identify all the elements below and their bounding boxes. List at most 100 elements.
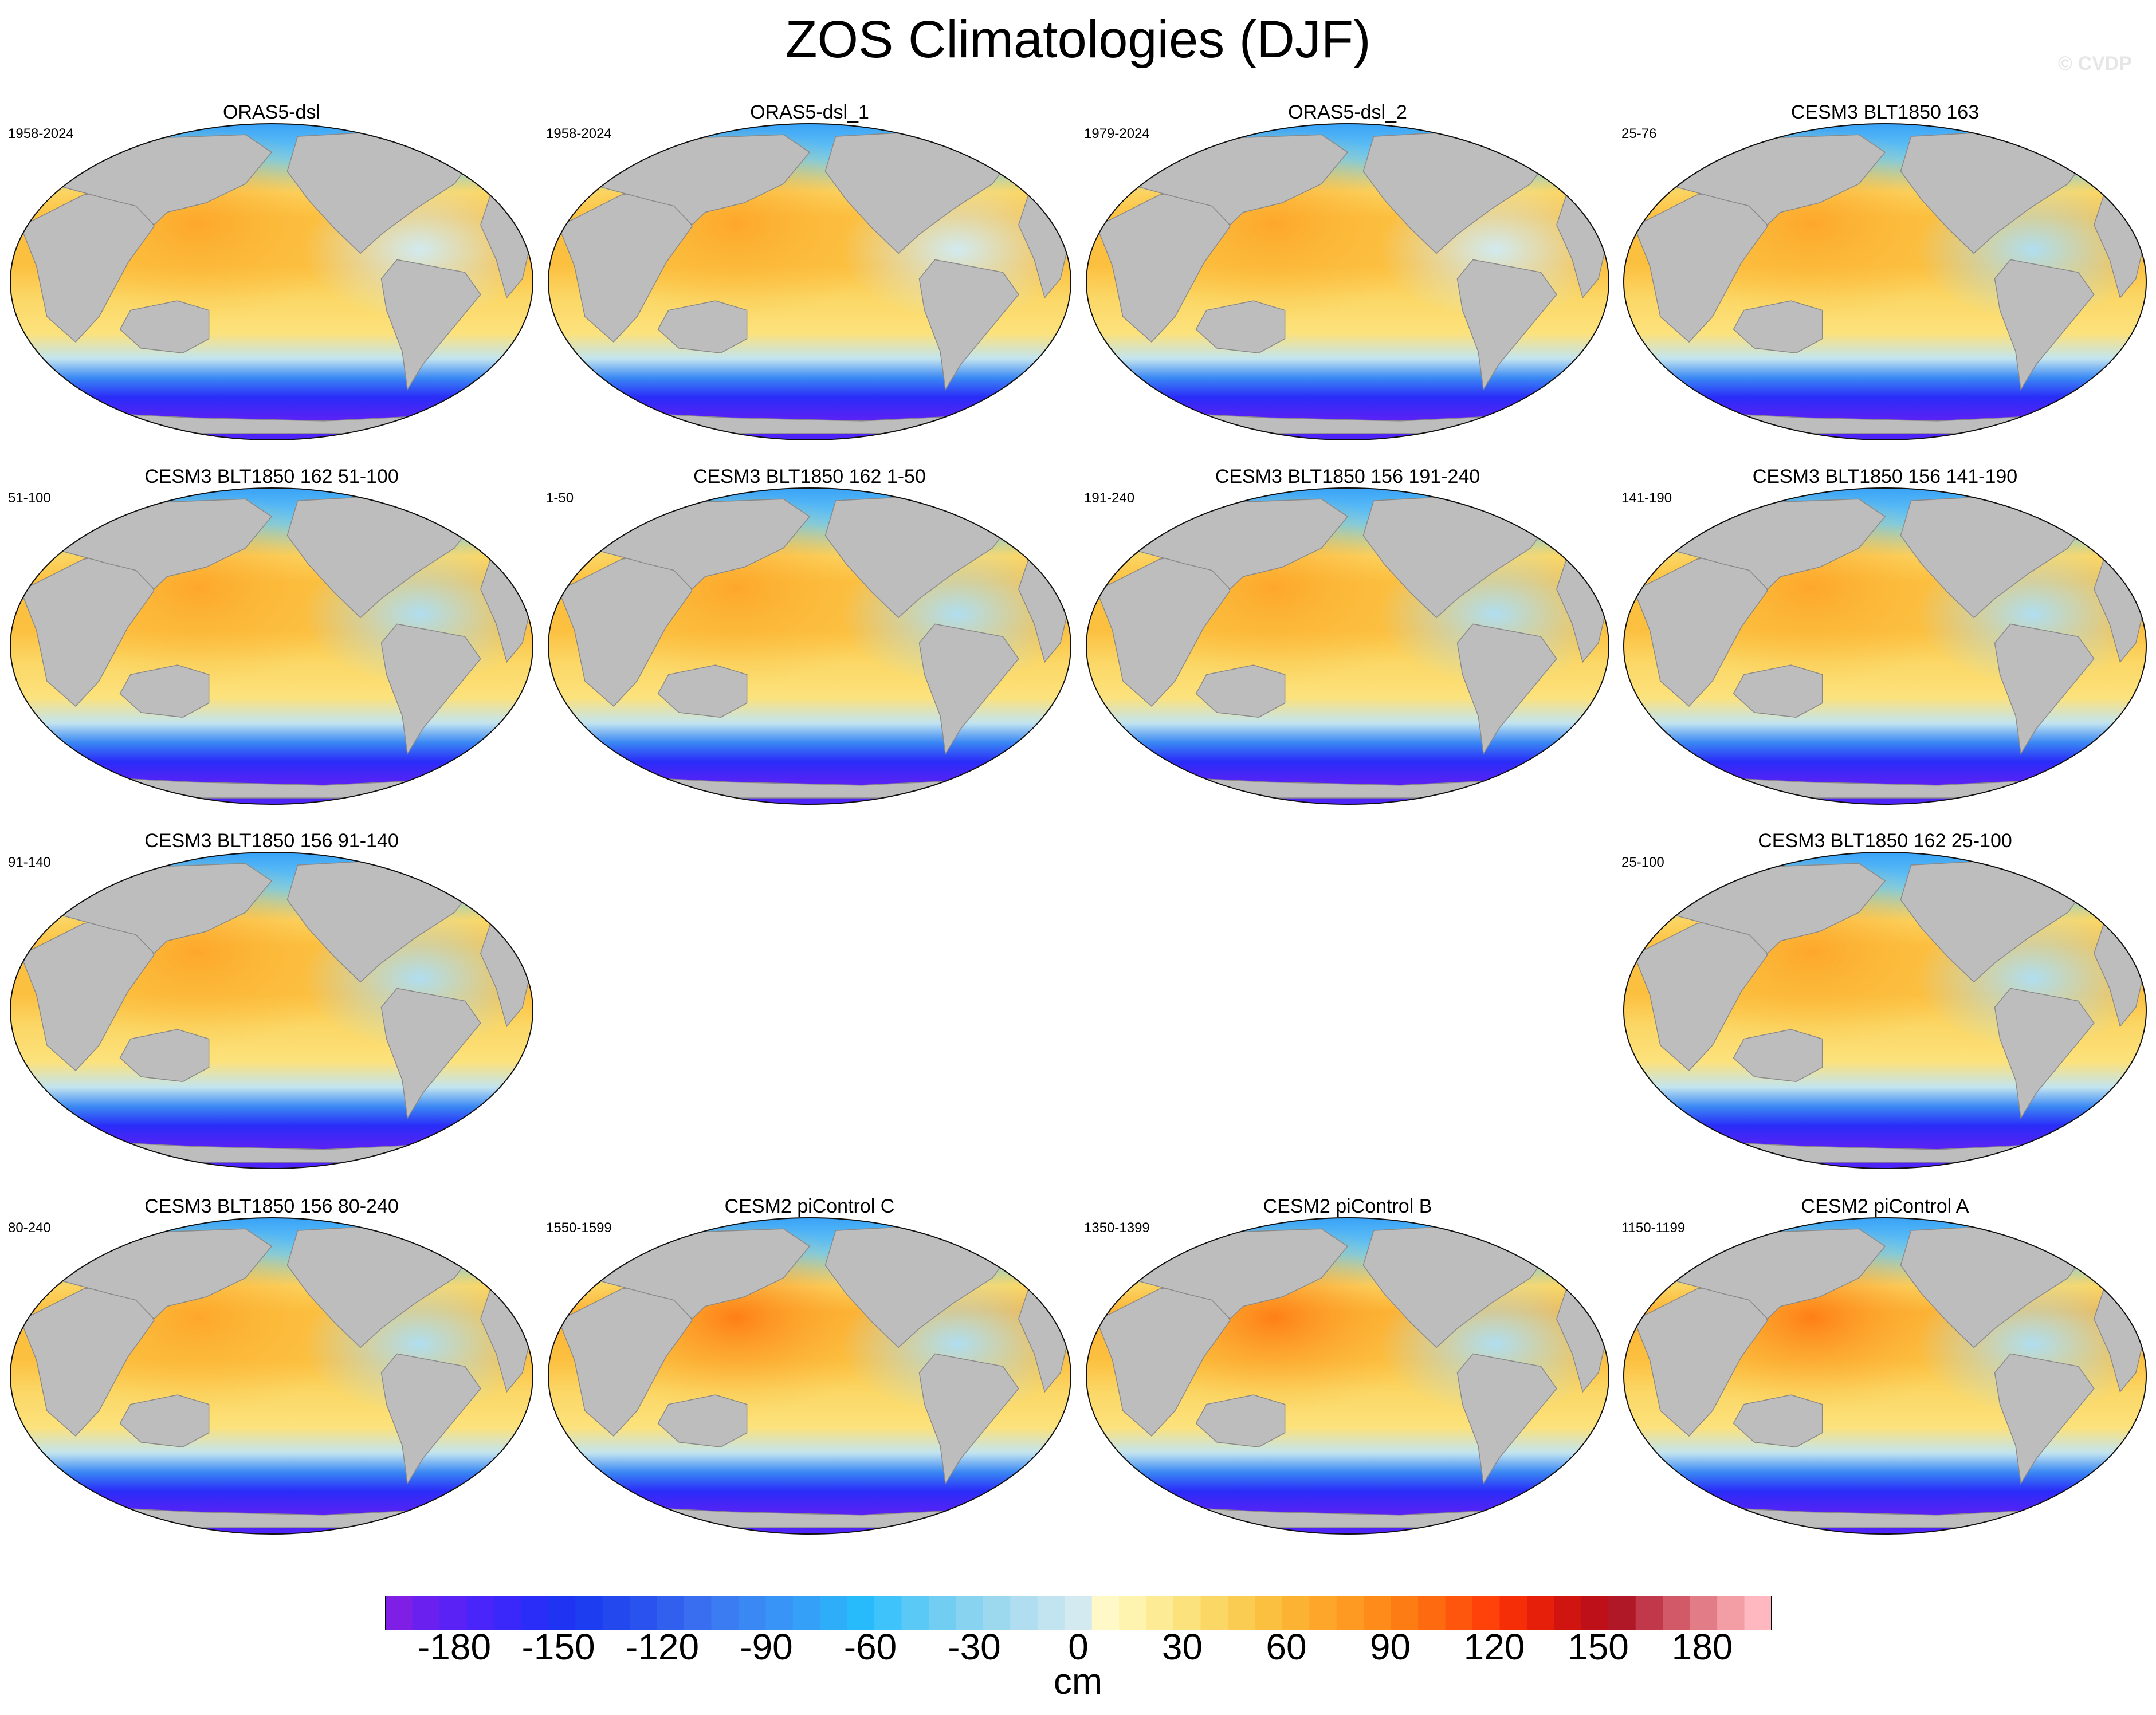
colorbar-swatch bbox=[1744, 1596, 1772, 1630]
zos-map bbox=[548, 123, 1071, 440]
panel-years: 51-100 bbox=[8, 490, 51, 506]
colorbar-swatch bbox=[1581, 1596, 1609, 1630]
panel-years: 1958-2024 bbox=[546, 126, 612, 141]
colorbar-tick-label: 60 bbox=[1266, 1626, 1307, 1667]
colorbar-swatch bbox=[466, 1596, 494, 1630]
colorbar-tick-label: -180 bbox=[417, 1626, 492, 1667]
panel-years: 1350-1399 bbox=[1084, 1220, 1150, 1236]
zos-map bbox=[1623, 852, 2147, 1169]
land-australia bbox=[1733, 664, 1823, 718]
map-panel: CESM3 BLT1850 162 51-100 51-100 bbox=[8, 465, 535, 819]
land-samerica bbox=[918, 259, 1019, 391]
panel-title: ORAS5-dsl bbox=[222, 101, 321, 123]
colorbar-swatch bbox=[1717, 1596, 1745, 1630]
land-samerica bbox=[380, 1353, 481, 1485]
map-border bbox=[548, 487, 1071, 805]
colorbar-swatch bbox=[1173, 1596, 1201, 1630]
colorbar-tick-label: 0 bbox=[1068, 1626, 1089, 1667]
map-panel: CESM3 BLT1850 156 191-240 191-240 bbox=[1084, 465, 1611, 819]
panel-title: CESM2 piControl A bbox=[1801, 1195, 1969, 1217]
colorbar-swatch bbox=[1445, 1596, 1473, 1630]
colorbar-swatch bbox=[548, 1596, 576, 1630]
colorbar-swatch bbox=[983, 1596, 1011, 1630]
colorbar-swatch bbox=[1391, 1596, 1419, 1630]
panel-title: CESM3 BLT1850 156 80-240 bbox=[144, 1195, 399, 1217]
panel-title: CESM2 piControl C bbox=[724, 1195, 895, 1217]
land-samerica bbox=[380, 988, 481, 1119]
figure-title: ZOS Climatologies (DJF) bbox=[785, 10, 1371, 69]
panel-years: 141-190 bbox=[1621, 490, 1672, 506]
panel-years: 1979-2024 bbox=[1084, 126, 1150, 141]
colorbar-swatch bbox=[412, 1596, 440, 1630]
map-border bbox=[10, 487, 533, 805]
map-border bbox=[1623, 487, 2147, 805]
panel-title: CESM3 BLT1850 156 141-190 bbox=[1752, 466, 2018, 487]
colorbar-swatch bbox=[1635, 1596, 1663, 1630]
map-panel: ORAS5-dsl_1 1958-2024 bbox=[546, 101, 1073, 455]
land-australia bbox=[657, 664, 748, 718]
panel-years: 25-76 bbox=[1621, 126, 1657, 141]
land-samerica bbox=[1994, 1353, 2095, 1485]
land-samerica bbox=[1456, 1353, 1557, 1485]
colorbar-swatch bbox=[439, 1596, 467, 1630]
colorbar-swatch bbox=[1364, 1596, 1392, 1630]
panel-years: 191-240 bbox=[1084, 490, 1135, 506]
zos-map bbox=[1623, 487, 2147, 805]
land-australia bbox=[119, 664, 210, 718]
panel-years: 25-100 bbox=[1621, 855, 1664, 870]
land-samerica bbox=[1994, 259, 2095, 391]
land-samerica bbox=[918, 623, 1019, 755]
zos-map bbox=[1086, 1217, 1609, 1535]
map-panel: CESM3 BLT1850 162 1-50 1-50 bbox=[546, 465, 1073, 819]
land-australia bbox=[1195, 1394, 1286, 1447]
land-australia bbox=[1733, 1029, 1823, 1082]
map-panel: CESM2 piControl C 1550-1599 bbox=[546, 1195, 1073, 1549]
map-border bbox=[1623, 1217, 2147, 1535]
panel-years: 1550-1599 bbox=[546, 1220, 612, 1236]
colorbar-swatch bbox=[1037, 1596, 1065, 1630]
colorbar-swatch bbox=[820, 1596, 848, 1630]
map-border bbox=[1623, 852, 2147, 1169]
colorbar-swatch bbox=[874, 1596, 902, 1630]
colorbar-tick-label: 90 bbox=[1369, 1626, 1411, 1667]
colorbar-swatch bbox=[1227, 1596, 1256, 1630]
map-panel: CESM3 BLT1850 163 25-76 bbox=[1621, 101, 2149, 455]
zos-map bbox=[1623, 1217, 2147, 1535]
colorbar-swatch bbox=[1663, 1596, 1691, 1630]
land-australia bbox=[1195, 664, 1286, 718]
colorbar-swatch bbox=[1091, 1596, 1120, 1630]
colorbar-units: cm bbox=[1053, 1661, 1103, 1702]
zos-map bbox=[1086, 123, 1609, 440]
land-samerica bbox=[1994, 988, 2095, 1119]
colorbar-swatch bbox=[738, 1596, 766, 1630]
colorbar-tick-label: -60 bbox=[843, 1626, 897, 1667]
map-panel: ORAS5-dsl 1958-2024 bbox=[8, 101, 535, 455]
land-australia bbox=[657, 300, 748, 353]
map-border bbox=[1623, 123, 2147, 440]
colorbar-swatch bbox=[1608, 1596, 1636, 1630]
colorbar-swatch bbox=[521, 1596, 549, 1630]
panel-years: 1150-1199 bbox=[1621, 1220, 1686, 1236]
colorbar-tick-labels: -180 -150 -120 -90 -60 -30 0 30 60 90 120 150 180 bbox=[0, 1627, 2156, 1673]
colorbar-tick-label: 30 bbox=[1161, 1626, 1203, 1667]
colorbar-tick-label: -90 bbox=[740, 1626, 793, 1667]
panel-title: CESM3 BLT1850 156 91-140 bbox=[144, 830, 399, 852]
panel-title: CESM3 BLT1850 156 191-240 bbox=[1215, 466, 1480, 487]
colorbar-swatch bbox=[1336, 1596, 1364, 1630]
map-border bbox=[1086, 1217, 1609, 1535]
colorbar-swatch bbox=[1309, 1596, 1337, 1630]
colorbar-swatch bbox=[1499, 1596, 1527, 1630]
panel-title: CESM3 BLT1850 162 25-100 bbox=[1758, 830, 2012, 852]
panel-title: CESM3 BLT1850 163 bbox=[1790, 101, 1980, 123]
colorbar bbox=[385, 1596, 1772, 1630]
colorbar-tick-label: -150 bbox=[521, 1626, 595, 1667]
panel-years: 80-240 bbox=[8, 1220, 51, 1236]
zos-map bbox=[548, 487, 1071, 805]
land-australia bbox=[657, 1394, 748, 1447]
colorbar-swatch bbox=[1472, 1596, 1501, 1630]
colorbar-tick-label: -120 bbox=[625, 1626, 700, 1667]
colorbar-swatch bbox=[765, 1596, 794, 1630]
colorbar-swatch bbox=[1282, 1596, 1310, 1630]
colorbar-swatch bbox=[1146, 1596, 1174, 1630]
land-australia bbox=[119, 300, 210, 353]
